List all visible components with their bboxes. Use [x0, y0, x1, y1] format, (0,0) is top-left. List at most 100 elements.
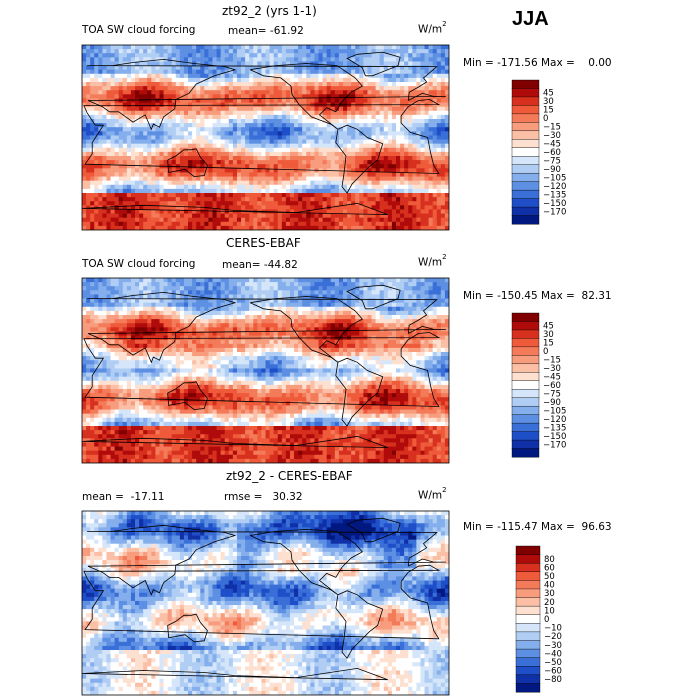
colorbar-swatch	[515, 571, 541, 581]
colorbar-label: −60	[544, 667, 562, 677]
panel-1-title: zt92_2 (yrs 1-1)	[222, 4, 317, 18]
panel-2-min-value: -150.45	[497, 290, 538, 302]
colorbar-label: 80	[544, 555, 555, 565]
colorbar-label: −75	[543, 157, 561, 167]
colorbar-swatch	[515, 666, 541, 676]
colorbar-label: −30	[543, 131, 561, 141]
colorbar-label: 50	[544, 572, 555, 582]
map-frame-2	[81, 277, 450, 464]
colorbar-swatch	[511, 414, 540, 424]
colorbar-swatch	[515, 580, 541, 590]
panel-3-mean-label: mean =	[82, 491, 124, 503]
colorbar-swatch	[511, 372, 540, 382]
panel-1-max-value: 0.00	[588, 57, 612, 69]
colorbar-label: −170	[543, 440, 566, 450]
colorbar-swatch	[511, 329, 540, 339]
colorbar-swatch	[515, 562, 541, 573]
colorbar-swatch	[515, 657, 541, 667]
colorbar-swatch	[511, 397, 540, 407]
colorbar-label: −90	[543, 398, 561, 408]
colorbar-label: −30	[544, 641, 562, 651]
colorbar-label: −120	[543, 415, 566, 425]
colorbar-label: −10	[544, 624, 562, 634]
colorbar-swatch	[515, 623, 541, 633]
colorbar-label: −170	[543, 207, 566, 217]
panel-2-max-value: 82.31	[581, 290, 612, 302]
colorbar-swatch	[511, 172, 540, 183]
colorbar-label: 45	[543, 89, 554, 99]
colorbar-swatch	[511, 431, 540, 441]
colorbar-label: −20	[544, 632, 562, 642]
colorbar-swatch	[511, 448, 540, 458]
colorbar-swatch	[511, 130, 540, 140]
colorbar-swatch	[511, 338, 540, 348]
panel-1-units: W/m2	[418, 20, 447, 36]
colorbar-label: −150	[543, 432, 566, 442]
colorbar-label: −135	[543, 190, 566, 200]
panel-3-title: zt92_2 - CERES-EBAF	[226, 469, 353, 483]
colorbar-1: 4530150−15−30−45−60−75−90−105−120−135−15…	[511, 79, 566, 225]
colorbar-swatch	[511, 198, 540, 208]
colorbar-swatch	[511, 355, 540, 365]
panel-3-max-label: Max =	[541, 521, 575, 533]
colorbar-swatch	[511, 363, 540, 373]
colorbar-label: −105	[543, 173, 566, 183]
colorbar-label: −40	[544, 649, 562, 659]
colorbar-swatch	[511, 346, 540, 356]
colorbar-swatch	[511, 189, 540, 200]
colorbar-swatch	[515, 674, 541, 684]
colorbar-label: −105	[543, 406, 566, 416]
colorbar-swatch	[511, 405, 540, 416]
colorbar-swatch	[511, 164, 540, 174]
map-panel-3	[81, 510, 450, 696]
panel-1-mean-label: mean=	[228, 25, 267, 37]
panel-3-units: W/m2	[418, 486, 447, 502]
panel-3-min-value: -115.47	[497, 521, 538, 533]
panel-3-rmse-label: rmse =	[224, 491, 263, 503]
colorbar-swatch	[511, 79, 540, 89]
colorbar-label: 0	[543, 114, 548, 124]
colorbar-label: −15	[543, 356, 561, 366]
colorbar-label: 30	[543, 97, 554, 107]
colorbar-swatch	[511, 113, 540, 123]
panel-1-max-label: Max =	[541, 57, 575, 69]
colorbar-2: 4530150−15−30−45−60−75−90−105−120−135−15…	[511, 312, 566, 458]
colorbar-swatch	[511, 439, 540, 450]
colorbar-swatch	[511, 147, 540, 157]
colorbar-swatch	[511, 215, 540, 225]
colorbar-label: −135	[543, 423, 566, 433]
colorbar-swatch	[511, 206, 540, 217]
panel-3-rmse-value: 30.32	[272, 491, 303, 503]
colorbar-label: −60	[543, 148, 561, 158]
colorbar-swatch	[511, 96, 540, 106]
colorbar-swatch	[515, 614, 541, 624]
map-frame-1	[81, 44, 450, 231]
panel-1-field-label: TOA SW cloud forcing	[82, 24, 196, 36]
panel-3-mean-value: -17.11	[130, 491, 165, 503]
colorbar-label: −30	[543, 364, 561, 374]
colorbar-label: 40	[544, 581, 555, 591]
panel-2-field-label: TOA SW cloud forcing	[82, 258, 196, 270]
colorbar-label: −90	[543, 165, 561, 175]
panel-2-mean-label: mean=	[222, 259, 261, 271]
colorbar-label: 0	[544, 615, 549, 625]
colorbar-swatch	[515, 631, 541, 641]
panel-2-title: CERES-EBAF	[226, 236, 301, 250]
map-frame-3	[81, 510, 450, 696]
panel-1-mean-value: -61.92	[269, 25, 304, 37]
colorbar-swatch	[515, 554, 541, 564]
colorbar-label: 20	[544, 598, 555, 608]
panel-2-mean-value: -44.82	[263, 259, 298, 271]
colorbar-swatch	[515, 640, 541, 650]
colorbar-label: −45	[543, 140, 561, 150]
season-label: JJA	[512, 8, 549, 30]
coastlines-2	[82, 284, 446, 448]
colorbar-swatch	[511, 156, 540, 166]
colorbar-swatch	[511, 422, 540, 433]
coastlines-3	[82, 517, 446, 681]
colorbar-swatch	[511, 105, 540, 115]
map-field-1	[82, 45, 449, 230]
panel-1-min-label: Min =	[463, 57, 494, 69]
colorbar-swatch	[515, 605, 541, 616]
